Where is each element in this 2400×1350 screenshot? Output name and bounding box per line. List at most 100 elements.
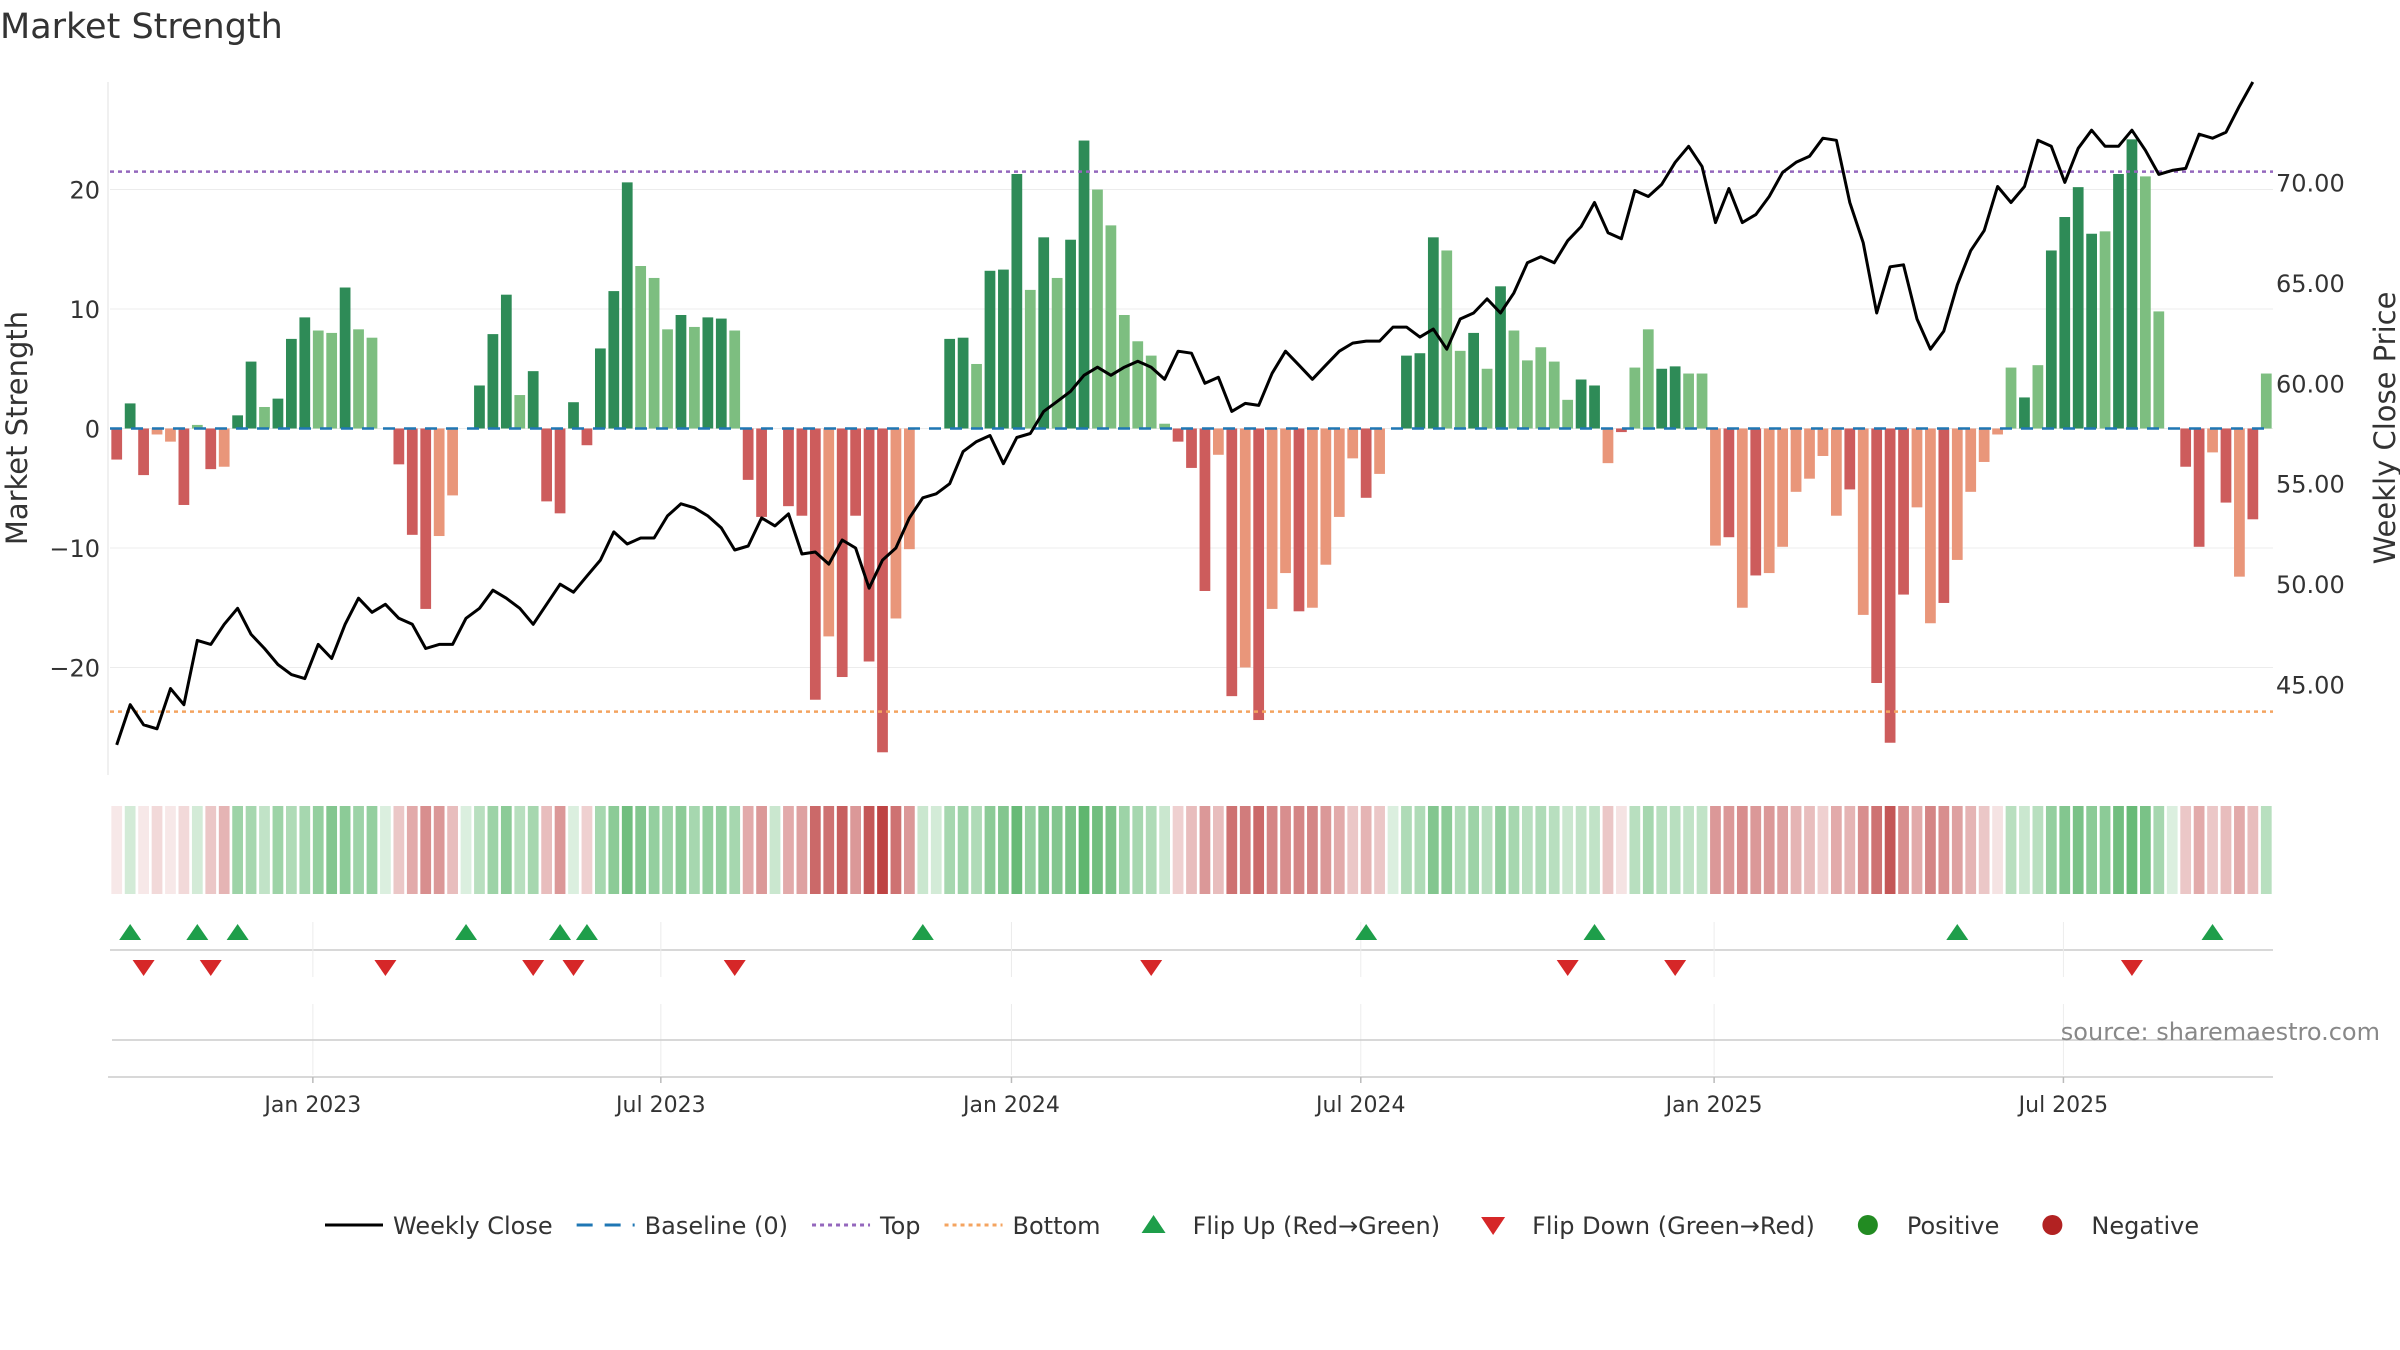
heat-cell: [1307, 806, 1318, 894]
flip-down-marker: [1556, 960, 1579, 976]
strength-bar: [1118, 314, 1130, 429]
heat-cell: [1898, 806, 1909, 894]
legend-flip-down-icon: [1481, 1217, 1506, 1235]
heat-cell: [259, 806, 270, 894]
heat-cell: [1293, 806, 1305, 894]
heat-cell: [1427, 806, 1439, 894]
heat-cell: [1038, 806, 1050, 894]
heat-cell: [2166, 806, 2178, 894]
strength-bar: [1669, 366, 1681, 429]
strength-bar: [1051, 277, 1063, 429]
heat-cell: [783, 806, 794, 894]
strength-bar: [1723, 428, 1735, 538]
heat-cell: [2045, 806, 2057, 894]
legend-item: Flip Up (Red→Green): [1141, 1212, 1440, 1240]
y-axis-right-label: Weekly Close Price: [2368, 292, 2400, 565]
strength-bar: [1105, 225, 1117, 429]
strength-bar: [541, 428, 553, 502]
bottom-panel: [108, 1004, 2273, 1078]
heat-cell: [500, 806, 512, 894]
strength-bar: [339, 287, 351, 429]
heat-cell: [1911, 806, 1923, 894]
x-tick-label: Jul 2025: [2017, 1093, 2109, 1118]
heat-cell: [1857, 806, 1869, 894]
heat-cell: [1938, 806, 1950, 894]
heat-cell: [2247, 806, 2259, 894]
strength-bar: [1508, 330, 1520, 429]
strength-bar: [2086, 233, 2098, 429]
strength-bar: [1602, 428, 1614, 464]
heat-cell: [594, 806, 606, 894]
strength-bar: [1253, 428, 1265, 721]
heat-cell: [178, 806, 190, 894]
heat-cell: [1508, 806, 1520, 894]
strength-bar: [1374, 428, 1385, 474]
strength-bar: [1239, 428, 1251, 668]
heat-cell: [1320, 806, 1332, 894]
strength-bar: [648, 277, 660, 429]
flip-up-marker: [2201, 924, 2224, 940]
strength-bar: [151, 428, 163, 435]
strength-bar: [2234, 428, 2245, 577]
strength-bar: [1804, 428, 1815, 479]
strength-bar: [903, 428, 915, 550]
flip-up-marker: [911, 924, 934, 940]
heat-cell: [796, 806, 808, 894]
strength-bar: [1011, 174, 1023, 429]
x-tick-label: Jan 2023: [262, 1093, 361, 1118]
strength-bar: [1535, 347, 1547, 429]
heat-cell: [1159, 806, 1171, 894]
y-tick-right: 50.00: [2276, 571, 2345, 599]
strength-bar: [1481, 368, 1493, 429]
heat-cell: [420, 806, 432, 894]
heat-cell: [621, 806, 633, 894]
strength-bar: [299, 317, 311, 429]
heat-cell: [1696, 806, 1708, 894]
heat-cell: [1844, 806, 1856, 894]
legend-label: Top: [879, 1212, 921, 1240]
strength-bar: [2126, 139, 2138, 429]
y-tick-left: 20: [69, 177, 100, 205]
strength-bar: [742, 428, 754, 480]
heat-cell: [1723, 806, 1735, 894]
y-tick-left: −10: [49, 535, 100, 563]
strength-bar: [1925, 428, 1936, 624]
strength-bar: [1427, 237, 1439, 429]
x-axis-ticks: Jan 2023 Jul 2023 Jan 2024 Jul 2024 Jan 2025…: [262, 1077, 2108, 1118]
strength-bar: [581, 428, 593, 446]
strength-bar: [957, 337, 969, 429]
heat-cell: [514, 806, 526, 894]
heat-cell: [1871, 806, 1883, 894]
heat-cell: [2099, 806, 2111, 894]
strength-bar: [178, 428, 190, 505]
heat-cell: [2180, 806, 2192, 894]
heat-cell: [1253, 806, 1265, 894]
heat-cell: [1441, 806, 1453, 894]
heat-cell: [2220, 806, 2232, 894]
heat-cell: [850, 806, 862, 894]
strength-bar: [165, 428, 176, 442]
strength-bar: [1212, 428, 1224, 455]
heat-cell: [2019, 806, 2030, 894]
y-tick-left: 0: [85, 416, 100, 444]
y-axis-left-label: Market Strength: [0, 311, 34, 545]
strength-bar: [232, 415, 244, 429]
heat-cell: [1280, 806, 1291, 894]
heat-cell: [1212, 806, 1224, 894]
strength-bar: [1320, 428, 1332, 565]
strength-bar: [1978, 428, 1990, 462]
strength-bar: [433, 428, 445, 537]
heat-cell: [1925, 806, 1936, 894]
heat-cell: [165, 806, 176, 894]
heat-cell: [1360, 806, 1372, 894]
heat-cell: [1562, 806, 1574, 894]
legend-label: Negative: [2091, 1212, 2199, 1240]
strength-bar: [245, 361, 257, 429]
strength-bar: [796, 428, 808, 516]
heat-cell: [1616, 806, 1627, 894]
strength-bar: [259, 406, 270, 429]
strength-bar: [1844, 428, 1856, 490]
legend-item: Weekly Close: [325, 1212, 553, 1240]
strength-bar: [1495, 286, 1506, 429]
heat-cell: [1656, 806, 1668, 894]
